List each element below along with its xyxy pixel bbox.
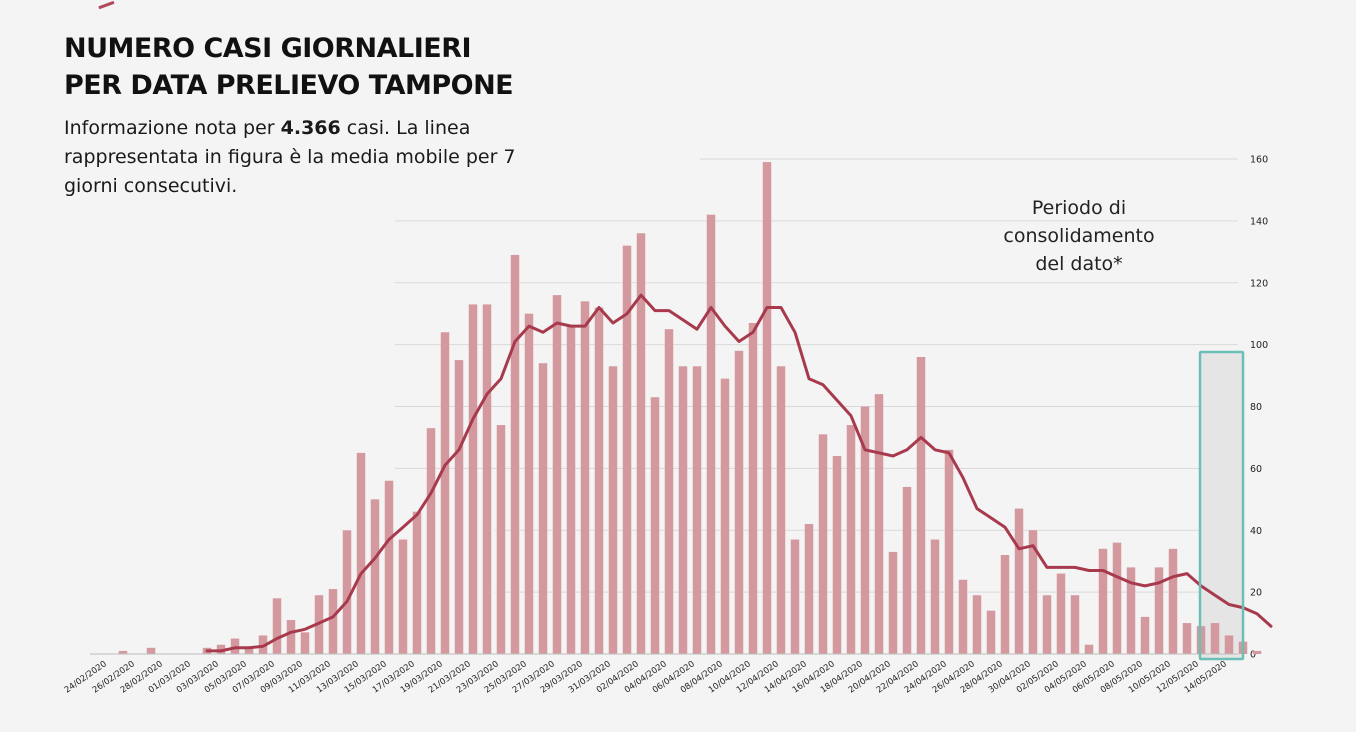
bar — [1042, 595, 1052, 654]
bar — [482, 304, 492, 654]
chart-subtitle: Informazione nota per 4.366 casi. La lin… — [64, 114, 564, 201]
bar — [468, 304, 478, 654]
bar — [888, 551, 898, 654]
bar — [734, 350, 744, 654]
bar — [300, 632, 310, 654]
title-line-2: PER DATA PRELIEVO TAMPONE — [64, 70, 514, 101]
bar — [524, 313, 534, 654]
bar — [384, 480, 394, 654]
bar — [748, 322, 758, 654]
y-tick-label: 20 — [1250, 588, 1262, 599]
bar — [496, 425, 506, 654]
bar — [804, 524, 814, 654]
bar — [720, 378, 730, 654]
bar — [776, 366, 786, 654]
bar — [1154, 567, 1164, 654]
bar — [1028, 530, 1038, 654]
bar — [1224, 635, 1234, 654]
bar — [1252, 650, 1262, 654]
bar — [538, 363, 548, 654]
bar — [328, 589, 338, 654]
bar — [832, 456, 842, 654]
title-line-1: NUMERO CASI GIORNALIERI — [64, 33, 472, 64]
bar — [986, 610, 996, 654]
y-tick-label: 160 — [1250, 155, 1268, 166]
bar — [244, 647, 254, 654]
bar — [230, 638, 240, 654]
bar — [678, 366, 688, 654]
bar — [594, 307, 604, 654]
chart-title: NUMERO CASI GIORNALIERI PER DATA PRELIEV… — [64, 30, 514, 104]
moving-average-line — [205, 293, 1273, 653]
consolidation-box-border — [1198, 350, 1245, 661]
bar — [874, 394, 884, 654]
bar — [1112, 542, 1122, 654]
bar — [1210, 623, 1220, 654]
y-tick-label: 60 — [1250, 464, 1262, 475]
bar — [454, 360, 464, 654]
bar — [958, 579, 968, 654]
bar — [636, 233, 646, 654]
bar — [552, 295, 562, 654]
bar — [356, 452, 366, 654]
total-cases-value: 4.366 — [280, 117, 341, 139]
annotation-line: Periodo di — [1032, 197, 1126, 219]
bar — [706, 214, 716, 654]
bar — [972, 595, 982, 654]
bar — [1126, 567, 1136, 654]
subtitle-suffix: casi. La linea rappresentata in figura è… — [64, 117, 516, 197]
bar — [286, 619, 296, 654]
bar — [398, 539, 408, 654]
bar — [118, 650, 128, 654]
bar — [1070, 595, 1080, 654]
bar — [1084, 644, 1094, 654]
y-tick-label: 120 — [1250, 278, 1268, 289]
bar — [412, 511, 422, 654]
bar — [930, 539, 940, 654]
consolidation-box — [1200, 352, 1243, 659]
bar — [1056, 573, 1066, 654]
bar — [916, 357, 926, 654]
bar — [790, 539, 800, 654]
annotation-line: consolidamento — [1003, 225, 1154, 247]
bar — [650, 397, 660, 654]
bar — [566, 326, 576, 654]
bar — [1098, 548, 1108, 654]
bar — [1140, 616, 1150, 654]
bar — [272, 598, 282, 654]
bar — [664, 329, 674, 654]
bar — [762, 162, 772, 654]
bar — [216, 644, 226, 654]
bar — [1000, 555, 1010, 654]
subtitle-prefix: Informazione nota per — [64, 117, 281, 139]
y-tick-label: 40 — [1250, 526, 1262, 537]
bar — [692, 366, 702, 654]
bar — [510, 254, 520, 654]
y-tick-label: 100 — [1250, 340, 1268, 351]
bar — [1168, 548, 1178, 654]
bar — [1014, 508, 1024, 654]
bar — [944, 449, 954, 654]
bar — [1182, 623, 1192, 654]
bar — [342, 530, 352, 654]
y-tick-label: 140 — [1250, 216, 1268, 227]
bar — [608, 366, 618, 654]
bar — [846, 425, 856, 654]
bar — [440, 332, 450, 654]
bar — [426, 428, 436, 654]
y-tick-label: 80 — [1250, 402, 1262, 413]
bar — [580, 301, 590, 654]
y-tick-label: 0 — [1250, 650, 1256, 661]
bar — [818, 434, 828, 654]
bar — [622, 245, 632, 654]
bar — [370, 499, 380, 654]
bar — [860, 406, 870, 654]
annotation-line: del dato* — [1035, 253, 1122, 275]
bar — [146, 647, 156, 654]
bar — [902, 486, 912, 654]
